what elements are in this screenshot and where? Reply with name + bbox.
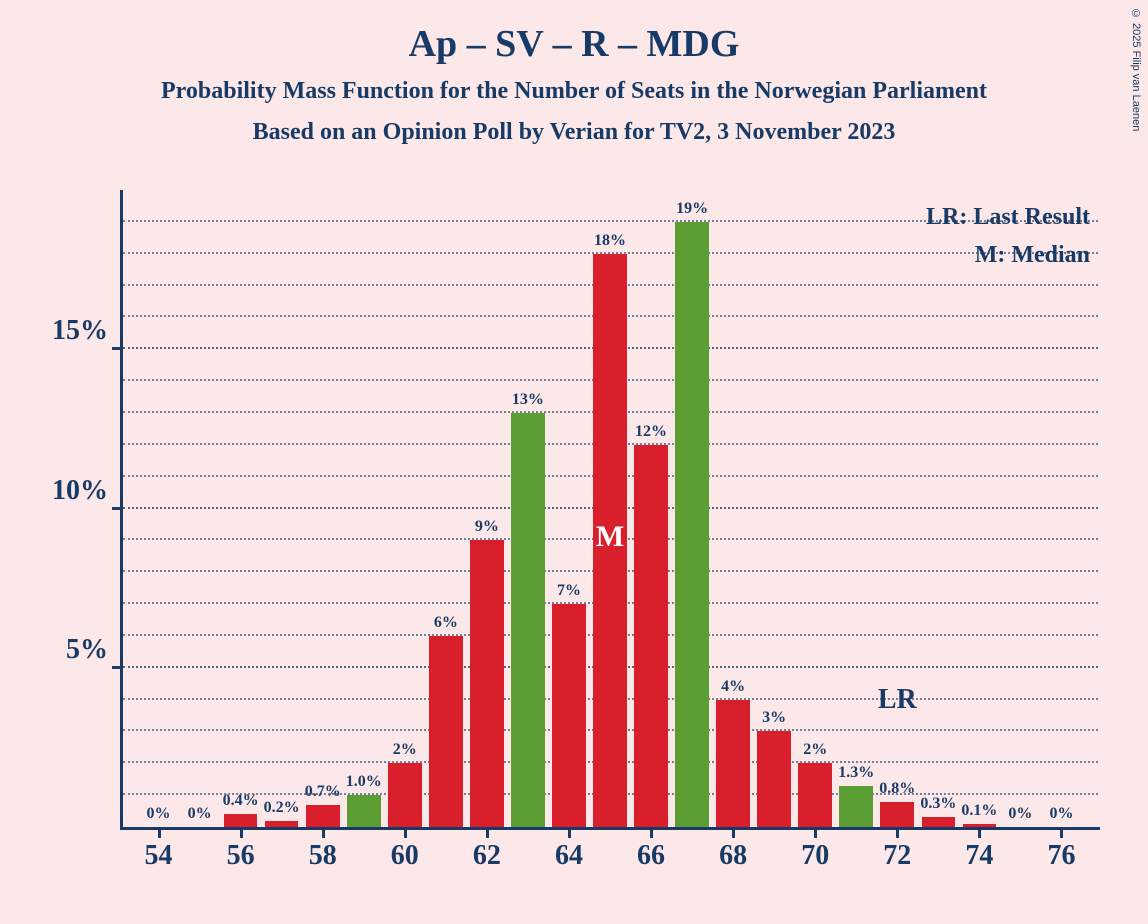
y-tick-mark <box>112 666 120 669</box>
x-tick-label: 76 <box>1047 840 1075 872</box>
x-tick-mark <box>978 830 981 838</box>
copyright-text: © 2025 Filip van Laenen <box>1130 8 1142 131</box>
bar <box>388 763 422 827</box>
x-tick-label: 74 <box>965 840 993 872</box>
bar <box>675 222 709 827</box>
bar-value-label: 0.8% <box>879 780 915 798</box>
median-marker: M <box>596 520 624 554</box>
bar-value-label: 19% <box>676 200 708 218</box>
x-tick-mark <box>568 830 571 838</box>
y-tick-label: 5% <box>38 634 108 666</box>
bar-value-label: 1.0% <box>346 773 382 791</box>
x-axis-line <box>120 827 1100 830</box>
bar <box>839 786 873 827</box>
bar-value-label: 2% <box>393 741 417 759</box>
x-tick-label: 62 <box>473 840 501 872</box>
x-tick-mark <box>158 830 161 838</box>
bar <box>429 636 463 827</box>
bar <box>511 413 545 827</box>
chart-subtitle-2: Based on an Opinion Poll by Verian for T… <box>0 119 1148 146</box>
bar <box>716 700 750 827</box>
bar <box>224 814 258 827</box>
bar-value-label: 0.1% <box>961 802 997 820</box>
chart-area: LR: Last Result M: Median 5%10%15%545658… <box>120 190 1100 830</box>
bar-value-label: 7% <box>557 582 581 600</box>
bar <box>798 763 832 827</box>
y-tick-label: 10% <box>38 475 108 507</box>
bar <box>306 805 340 827</box>
y-tick-label: 15% <box>38 315 108 347</box>
bar <box>757 731 791 827</box>
x-tick-label: 64 <box>555 840 583 872</box>
bar <box>922 817 956 827</box>
legend-m: M: Median <box>926 236 1090 274</box>
x-tick-mark <box>814 830 817 838</box>
bar-value-label: 1.3% <box>838 764 874 782</box>
x-tick-label: 56 <box>227 840 255 872</box>
x-tick-mark <box>240 830 243 838</box>
legend: LR: Last Result M: Median <box>926 198 1090 275</box>
bar-value-label: 0% <box>147 805 171 823</box>
x-tick-mark <box>322 830 325 838</box>
bar-value-label: 12% <box>635 423 667 441</box>
bar-value-label: 0.7% <box>305 783 341 801</box>
bar <box>634 445 668 827</box>
y-tick-mark <box>112 347 120 350</box>
bar <box>552 604 586 827</box>
x-tick-label: 72 <box>883 840 911 872</box>
x-tick-mark <box>486 830 489 838</box>
x-tick-mark <box>1060 830 1063 838</box>
last-result-marker: LR <box>878 684 917 716</box>
bar-value-label: 6% <box>434 614 458 632</box>
bar-value-label: 0.3% <box>920 795 956 813</box>
y-tick-mark <box>112 507 120 510</box>
x-tick-mark <box>650 830 653 838</box>
x-tick-mark <box>732 830 735 838</box>
chart-title: Ap – SV – R – MDG <box>0 0 1148 66</box>
x-tick-label: 68 <box>719 840 747 872</box>
bar-value-label: 2% <box>803 741 827 759</box>
bar-value-label: 18% <box>594 232 626 250</box>
x-tick-label: 60 <box>391 840 419 872</box>
x-tick-label: 58 <box>309 840 337 872</box>
bar-value-label: 4% <box>721 678 745 696</box>
y-axis-line <box>120 190 123 830</box>
bar <box>880 802 914 827</box>
bar-value-label: 0% <box>1049 805 1073 823</box>
bar-value-label: 3% <box>762 709 786 727</box>
x-tick-mark <box>896 830 899 838</box>
bar-value-label: 0% <box>1008 805 1032 823</box>
bar-value-label: 0.4% <box>223 792 259 810</box>
chart-subtitle-1: Probability Mass Function for the Number… <box>0 78 1148 105</box>
x-tick-label: 70 <box>801 840 829 872</box>
bar <box>963 824 997 827</box>
bar-value-label: 0% <box>188 805 212 823</box>
x-tick-label: 66 <box>637 840 665 872</box>
bar <box>470 540 504 827</box>
bar <box>265 821 299 827</box>
bar-value-label: 13% <box>512 391 544 409</box>
bar <box>347 795 381 827</box>
x-tick-mark <box>404 830 407 838</box>
bar-value-label: 9% <box>475 518 499 536</box>
bar-value-label: 0.2% <box>264 799 300 817</box>
grid-line-minor <box>123 220 1098 222</box>
x-tick-label: 54 <box>145 840 173 872</box>
legend-lr: LR: Last Result <box>926 198 1090 236</box>
